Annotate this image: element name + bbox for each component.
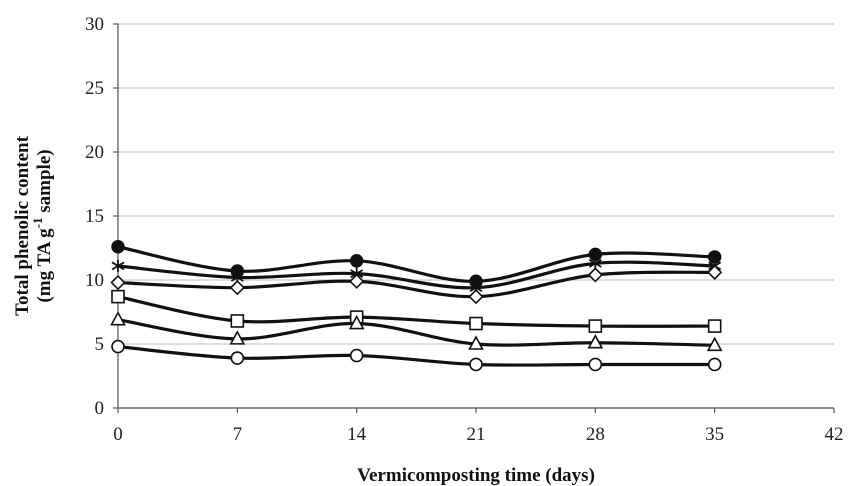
y-tick-labels: 0 5 10 15 20 25 30: [85, 14, 118, 419]
series-line: [116, 344, 717, 367]
circle-marker: [588, 357, 603, 372]
star-marker-stroke: [469, 283, 483, 293]
y-axis-title-line-1: Total phenolic content: [12, 135, 33, 315]
star-marker-stroke: [230, 273, 244, 282]
star-marker: [111, 259, 125, 272]
triangle-marker: [110, 311, 126, 326]
star-marker-stroke: [588, 258, 602, 268]
series-line: [116, 270, 717, 299]
triangle-marker: [587, 334, 604, 349]
circle-marker: [469, 357, 483, 372]
y-axis-title-unit-end: sample): [34, 149, 55, 217]
x-tick-label: 35: [705, 424, 724, 445]
diamond-marker: [468, 289, 484, 305]
star-marker-stroke: [111, 261, 125, 271]
triangle-marker: [706, 336, 723, 352]
diamond-marker: [110, 274, 126, 291]
y-axis-title-line-2: (mg TA g-1 sample): [30, 149, 55, 302]
x-tick-label: 7: [233, 424, 243, 445]
y-tick-label: 20: [85, 142, 104, 163]
square-marker: [230, 314, 245, 328]
diamond-marker: [707, 264, 723, 280]
triangle-marker: [348, 314, 365, 330]
y-tick-label: 30: [85, 14, 104, 35]
circle-marker: [111, 339, 125, 354]
series-triangle: [110, 311, 723, 352]
y-tick-label: 0: [95, 398, 105, 419]
circle-marker: [349, 348, 364, 363]
circle-marker: [707, 357, 722, 372]
x-tick-label: 21: [467, 424, 486, 445]
star-marker-stroke: [350, 269, 364, 278]
x-tick-label: 14: [347, 424, 367, 445]
square-marker: [707, 319, 722, 333]
diamond-marker: [349, 273, 365, 289]
y-tick-label: 5: [95, 334, 105, 355]
triangle-marker: [229, 330, 246, 345]
series-line: [116, 318, 717, 347]
x-tick-label: 28: [586, 424, 605, 445]
square-marker: [469, 316, 483, 331]
series-star: [111, 257, 722, 294]
series-line: [116, 260, 717, 290]
y-tick-label: 15: [85, 206, 104, 227]
series-square: [111, 289, 722, 333]
y-tick-label: 25: [85, 78, 104, 99]
y-tick-label: 10: [85, 270, 104, 291]
diamond-marker: [587, 267, 603, 283]
x-tick-label: 42: [825, 424, 844, 445]
x-tick-label: 0: [113, 424, 123, 445]
triangle-marker: [468, 335, 484, 350]
square-marker: [588, 319, 603, 333]
series-diamond: [110, 264, 723, 305]
y-axis-title-superscript: -1: [30, 217, 45, 228]
diamond-marker: [229, 280, 245, 296]
x-axis-title: Vermicomposting time (days): [357, 465, 595, 486]
filled-circle-marker: [111, 239, 125, 254]
square-marker: [111, 289, 125, 304]
circle-marker: [230, 351, 245, 365]
filled-circle-marker: [349, 254, 364, 268]
series-group: [110, 239, 723, 372]
series-circle: [111, 339, 722, 372]
series-line: [116, 295, 717, 328]
x-tick-labels: 0 7 14 21 28 35 42: [113, 408, 844, 445]
y-axis-title-unit-part: (mg TA g: [34, 228, 55, 303]
